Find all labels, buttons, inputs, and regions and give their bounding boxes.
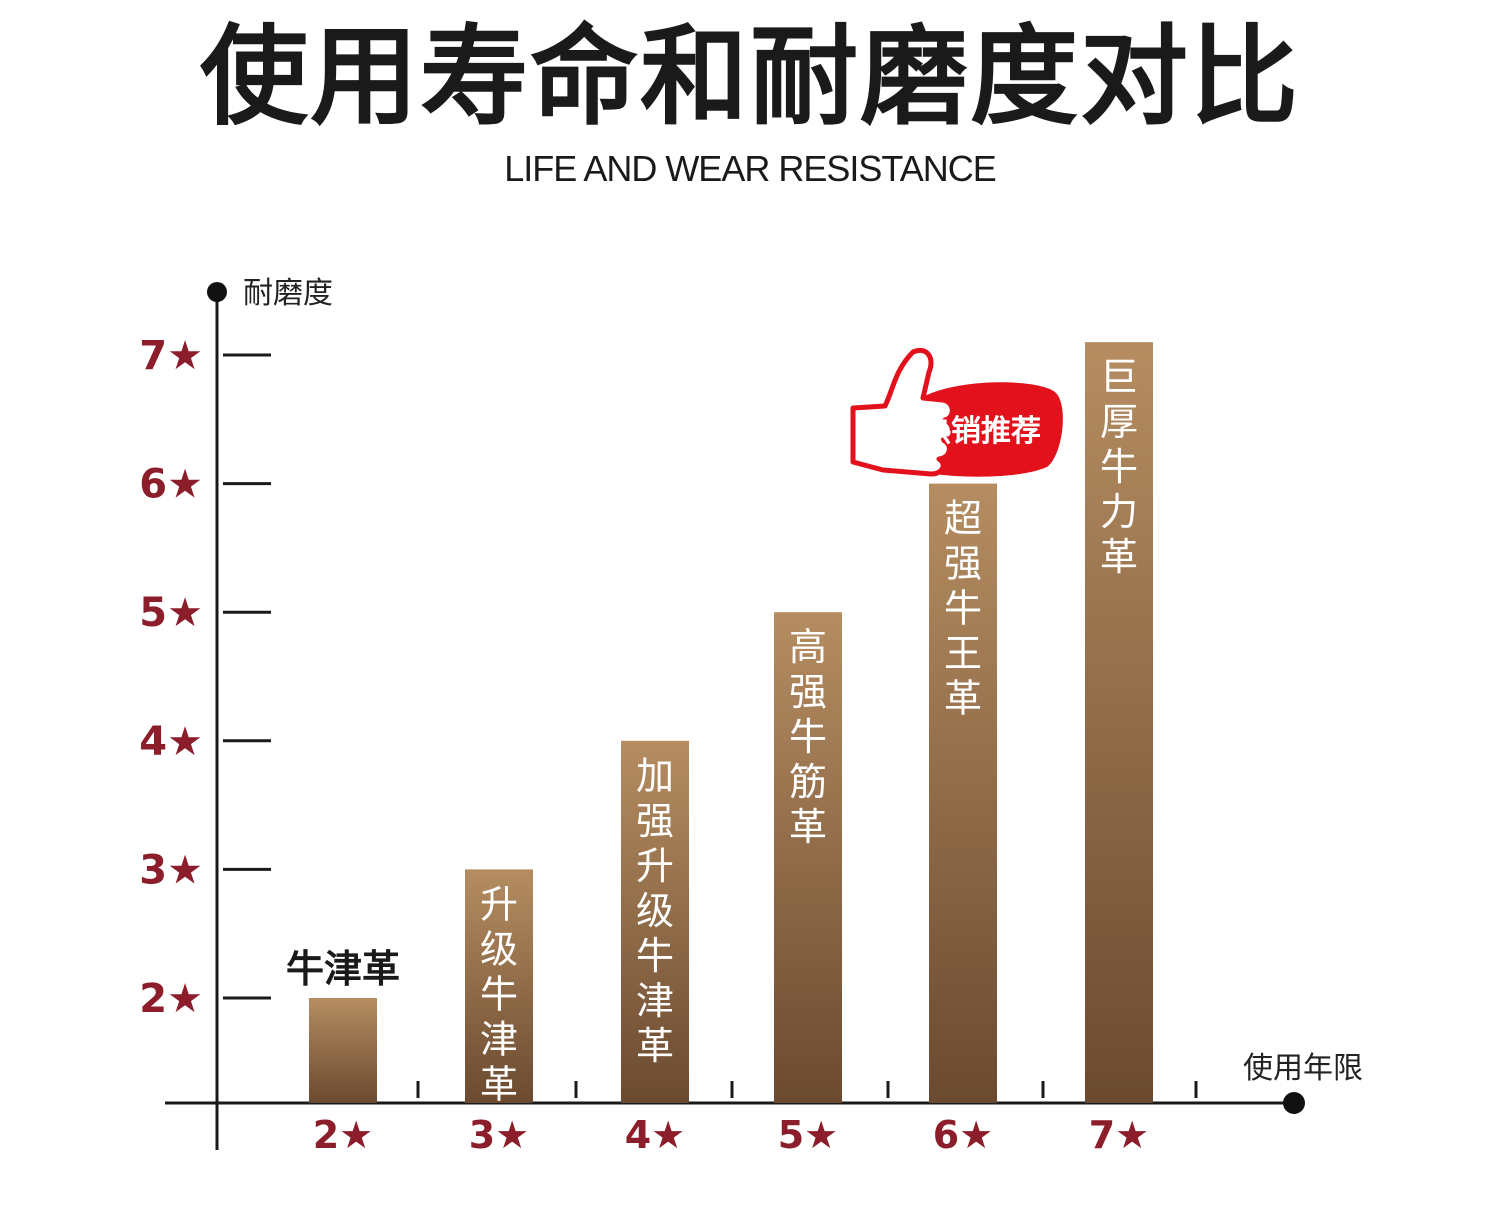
bar-label: 巨厚牛力革 <box>1100 355 1138 579</box>
hot-sale-badge: 热销推荐 <box>850 348 1063 477</box>
x-tick-label: 5★ <box>778 1113 839 1157</box>
x-axis-end-dot <box>1283 1092 1305 1114</box>
thumbs-up-icon <box>850 348 955 477</box>
y-tick-label: 7★ <box>139 333 203 379</box>
x-axis-title: 使用年限 <box>1243 1051 1363 1086</box>
y-tick-label: 3★ <box>139 847 203 893</box>
y-axis-title: 耐磨度 <box>243 276 333 311</box>
x-tick-label: 6★ <box>933 1113 994 1157</box>
x-tick-label: 2★ <box>313 1113 374 1157</box>
bar <box>1085 342 1153 1103</box>
y-axis-end-dot <box>207 282 227 302</box>
bar-label: 超强牛王革 <box>944 497 982 721</box>
bar <box>774 612 842 1103</box>
chart-subtitle: LIFE AND WEAR RESISTANCE <box>504 148 996 189</box>
bar <box>929 483 997 1104</box>
bar-label: 高强牛筋革 <box>789 625 827 849</box>
bar <box>309 998 377 1103</box>
y-tick-label: 6★ <box>139 462 203 508</box>
y-tick-label: 4★ <box>139 719 203 765</box>
x-tick-label: 7★ <box>1089 1113 1150 1157</box>
badge-text: 热销推荐 <box>921 414 1041 449</box>
x-tick-label: 3★ <box>469 1113 530 1157</box>
y-tick-label: 5★ <box>139 590 203 636</box>
y-tick-label: 2★ <box>139 976 203 1022</box>
bar <box>621 740 689 1103</box>
bar-label: 牛津革 <box>286 947 400 991</box>
bar-label: 升级牛津革 <box>480 882 518 1106</box>
bar <box>465 869 533 1103</box>
chart-title: 使用寿命和耐磨度对比 <box>199 15 1300 140</box>
bar-label: 加强升级牛津革 <box>636 754 674 1068</box>
x-tick-label: 4★ <box>625 1113 686 1157</box>
